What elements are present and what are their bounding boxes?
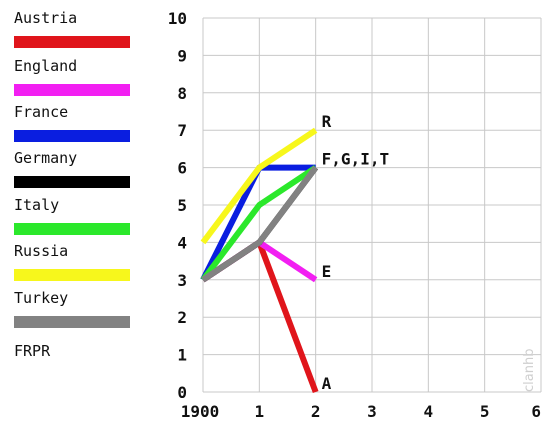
x-axis-ticks: 1900 1 2 3 4 5 6: [181, 402, 541, 421]
y-tick-label: 6: [177, 159, 187, 178]
y-tick-label: 3: [177, 271, 187, 290]
y-tick-label: 4: [177, 233, 187, 252]
chart-grid: [203, 18, 541, 392]
y-tick-label: 1: [177, 346, 187, 365]
y-tick-label: 7: [177, 121, 187, 140]
y-tick-label: 8: [177, 84, 187, 103]
x-tick-label: 1: [255, 402, 265, 421]
end-label: E: [322, 262, 332, 281]
x-tick-label: 4: [424, 402, 434, 421]
x-tick-label: 6: [531, 402, 541, 421]
y-tick-label: 10: [168, 9, 187, 28]
y-axis-ticks: 0 1 2 3 4 5 6 7 8 9 10: [168, 9, 187, 402]
y-tick-label: 9: [177, 46, 187, 65]
x-tick-label: 3: [367, 402, 377, 421]
y-tick-label: 2: [177, 308, 187, 327]
x-tick-label: 5: [480, 402, 490, 421]
x-tick-label: 2: [311, 402, 321, 421]
end-label: F,G,I,T: [322, 150, 389, 169]
end-label: A: [322, 374, 332, 393]
x-tick-label: 1900: [181, 402, 220, 421]
y-tick-label: 5: [177, 196, 187, 215]
end-labels: R F,G,I,T E A: [322, 112, 389, 393]
watermark: clanhb: [522, 349, 537, 392]
y-tick-label: 0: [177, 383, 187, 402]
end-label: R: [322, 112, 332, 131]
